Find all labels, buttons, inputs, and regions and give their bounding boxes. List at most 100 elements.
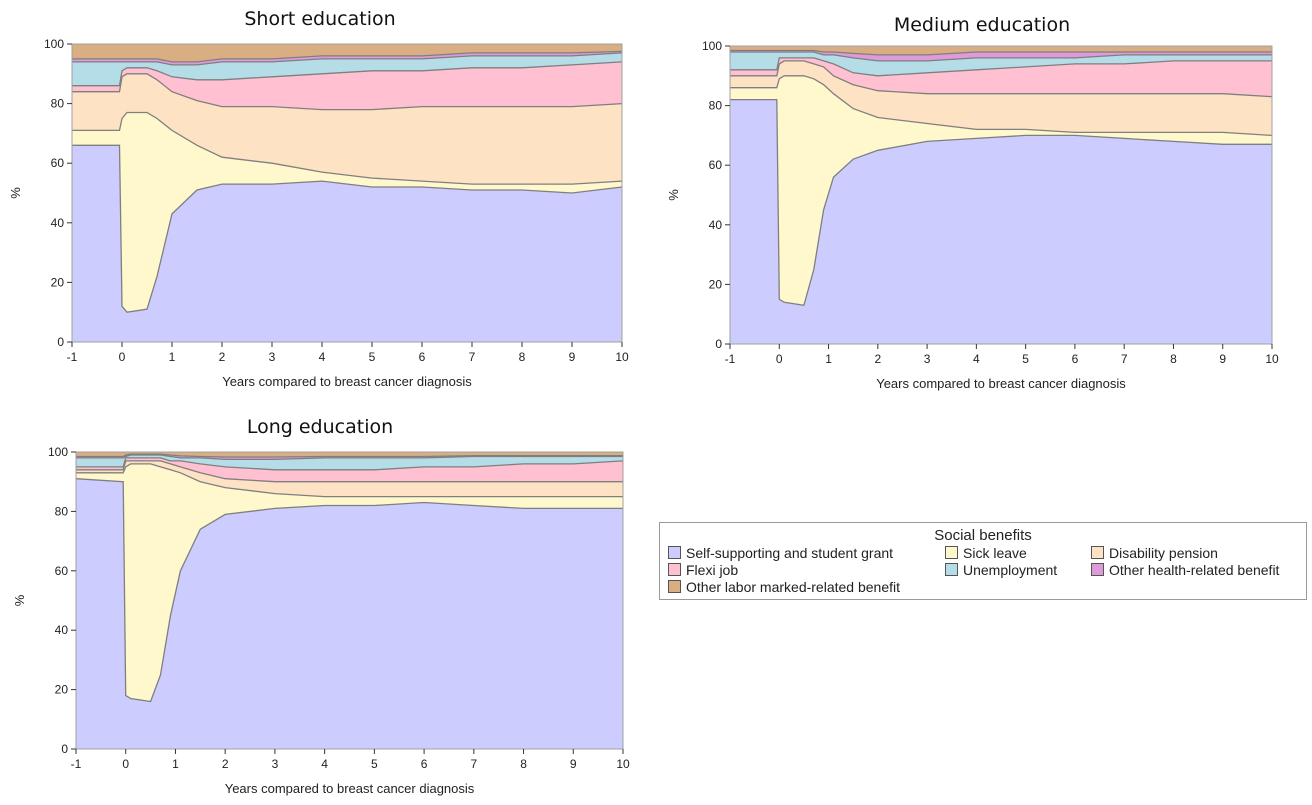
y-tick-label: 0 — [61, 742, 68, 756]
x-tick-label: 9 — [1219, 352, 1226, 366]
y-tick-label: 60 — [709, 158, 723, 172]
x-tick-label: 1 — [825, 352, 832, 366]
legend-label: Other labor marked-related benefit — [686, 579, 900, 595]
y-axis-label: % — [12, 594, 27, 606]
x-axis-label: Years compared to breast cancer diagnosi… — [225, 781, 475, 796]
chart-legend: Social benefits Self-supporting and stud… — [659, 522, 1307, 600]
chart-panel-long-education: 0 20 40 60 80 100 -1 0 1 2 3 4 5 6 7 8 9 10 Years compared… — [0, 408, 640, 805]
x-tick-label: 1 — [172, 757, 179, 771]
area-other-labor — [72, 44, 622, 62]
boundary-line-disability-pension — [76, 460, 623, 483]
boundary-line-flexi-job — [730, 57, 1272, 77]
area-unemployment — [730, 52, 1272, 76]
area-self-supporting — [730, 99, 1272, 344]
legend-title: Social benefits — [934, 527, 1032, 544]
x-tick-label: 1 — [169, 350, 176, 364]
boundary-line-self-supporting — [72, 144, 623, 313]
x-tick-label: 0 — [122, 757, 129, 771]
legend-swatch — [668, 563, 681, 576]
boundary-line-disability-pension — [72, 73, 623, 111]
boundary-line-disability-pension — [730, 60, 1273, 98]
x-axis-label: Years compared to breast cancer diagnosi… — [222, 374, 472, 389]
area-disability-pension — [730, 60, 1272, 136]
area-sick-leave — [72, 112, 622, 313]
boundary-line-sick-leave — [76, 463, 623, 498]
y-tick-label: 100 — [48, 445, 68, 459]
chart-title: Long education — [246, 416, 394, 438]
legend-item-other-health: Other health-related benefit — [1091, 562, 1279, 579]
legend-swatch — [945, 563, 958, 576]
area-other-health — [72, 51, 622, 65]
chart-title: Medium education — [893, 14, 1071, 36]
y-tick-label: 20 — [709, 277, 723, 291]
plot-frame — [71, 43, 623, 343]
y-tick-label: 40 — [709, 218, 723, 232]
x-tick-label: 8 — [519, 350, 526, 364]
legend-label: Other health-related benefit — [1109, 562, 1280, 578]
x-tick-label: -1 — [725, 352, 736, 366]
x-tick-label: 10 — [616, 757, 630, 771]
y-tick-label: 80 — [51, 97, 65, 111]
x-tick-label: 4 — [319, 350, 326, 364]
area-other-labor — [730, 46, 1272, 55]
legend-item-self-supporting: Self-supporting and student grant — [668, 545, 893, 562]
legend-item-flexi-job: Flexi job — [668, 562, 738, 579]
boundary-line-flexi-job — [76, 457, 624, 471]
x-tick-label: -1 — [67, 350, 78, 364]
x-tick-label: 3 — [269, 350, 276, 364]
legend-item-other-labor: Other labor marked-related benefit — [668, 579, 900, 596]
y-tick-label: 100 — [44, 37, 64, 51]
area-sick-leave — [730, 75, 1272, 306]
x-tick-label: 3 — [272, 757, 279, 771]
y-axis-label: % — [666, 189, 681, 201]
area-sick-leave — [76, 463, 623, 702]
chart-title: Short education — [244, 8, 396, 30]
x-tick-label: 10 — [615, 350, 629, 364]
x-tick-label: 8 — [520, 757, 527, 771]
x-tick-label: 2 — [874, 352, 881, 366]
legend-label: Disability pension — [1109, 545, 1218, 561]
legend-item-sick-leave: Sick leave — [945, 545, 1027, 562]
x-tick-label: 4 — [321, 757, 328, 771]
y-tick-label: 0 — [57, 335, 64, 349]
area-disability-pension — [76, 460, 623, 497]
legend-label: Sick leave — [963, 545, 1027, 561]
legend-item-disability-pension: Disability pension — [1091, 545, 1218, 562]
plot-frame — [729, 45, 1273, 345]
boundary-line-other-health — [730, 49, 1272, 56]
boundary-line-other-health — [72, 50, 623, 63]
x-tick-label: 8 — [1170, 352, 1177, 366]
y-tick-label: 40 — [51, 216, 65, 230]
legend-swatch — [668, 546, 681, 559]
chart-panel-short-education: 0 20 40 60 80 100 -1 0 1 2 3 4 5 6 7 8 9 10 Years compared… — [0, 0, 640, 400]
x-tick-label: 0 — [776, 352, 783, 366]
x-tick-label: 9 — [570, 757, 577, 771]
y-tick-label: 60 — [55, 564, 69, 578]
x-tick-label: 6 — [421, 757, 428, 771]
x-tick-label: 2 — [222, 757, 229, 771]
y-tick-label: 60 — [51, 156, 65, 170]
y-tick-label: 100 — [702, 39, 722, 53]
y-tick-label: 80 — [55, 504, 69, 518]
y-tick-label: 40 — [55, 623, 69, 637]
area-flexi-job — [72, 61, 622, 110]
area-self-supporting — [72, 145, 622, 342]
legend-swatch — [945, 546, 958, 559]
plot-frame — [75, 451, 624, 750]
x-tick-label: 6 — [419, 350, 426, 364]
y-tick-label: 20 — [55, 683, 69, 697]
y-tick-label: 0 — [715, 337, 722, 351]
boundary-line-sick-leave — [730, 75, 1273, 137]
x-tick-label: 7 — [469, 350, 476, 364]
x-tick-label: 3 — [924, 352, 931, 366]
area-other-labor — [76, 452, 623, 457]
legend-label: Self-supporting and student grant — [686, 545, 894, 561]
area-flexi-job — [730, 57, 1272, 97]
area-disability-pension — [72, 73, 622, 185]
x-tick-label: 5 — [371, 757, 378, 771]
boundary-line-flexi-job — [72, 61, 623, 87]
boundary-line-unemployment — [72, 52, 623, 66]
